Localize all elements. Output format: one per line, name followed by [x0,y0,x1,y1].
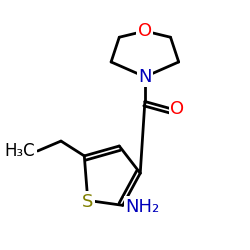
Text: S: S [82,193,94,211]
Text: O: O [138,22,152,40]
Text: N: N [138,68,152,86]
Text: NH₂: NH₂ [126,198,160,216]
Text: O: O [170,100,184,118]
Text: H₃C: H₃C [5,142,35,160]
